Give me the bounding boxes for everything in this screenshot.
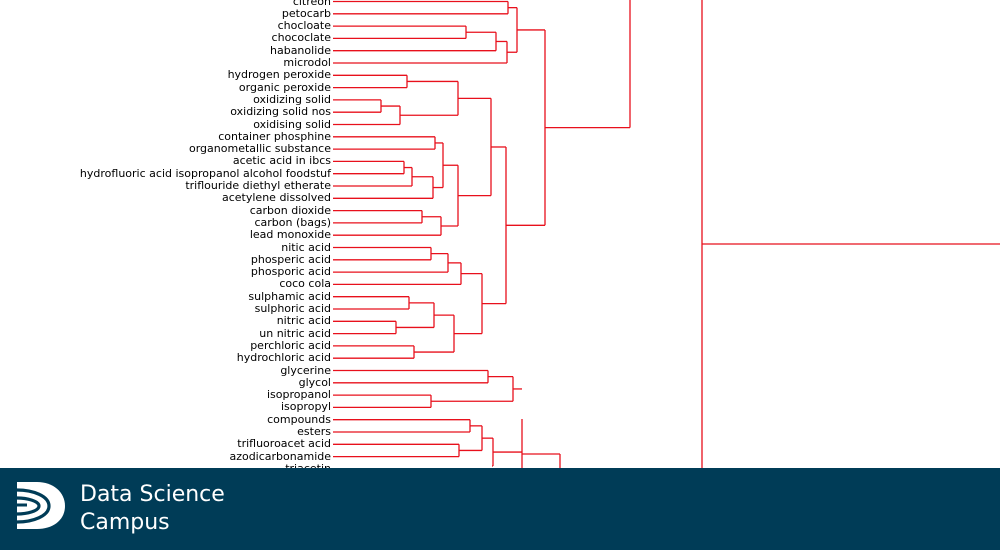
- leaf-label: hydrofluoric acid isopropanol alcohol fo…: [79, 166, 331, 180]
- leaf-labels: citreon petocarb chocloate chococlate habano…: [0, 0, 331, 468]
- leaf-label: sulphamic acid: [248, 289, 331, 303]
- leaf-label: un nitric acid: [259, 326, 331, 340]
- leaf-label: acetic acid in ibcs: [232, 154, 331, 168]
- leaf-label: oxidizing solid: [253, 92, 331, 106]
- footer-banner: [0, 468, 1000, 550]
- leaf-label: triflouride diethyl etherate: [185, 179, 331, 192]
- leaf-label: organic peroxide: [238, 80, 331, 94]
- leaf-label: isopropanol: [267, 388, 331, 402]
- dendrogram-panel: citreon petocarb chocloate chococlate habano…: [0, 0, 1000, 468]
- leaf-label: coco cola: [279, 277, 331, 291]
- leaf-label: nitic acid: [281, 240, 331, 254]
- leaf-label: triacetin: [285, 462, 331, 468]
- leaf-label: carbon (bags): [254, 215, 331, 229]
- leaf-label: habanolide: [270, 43, 331, 57]
- brand-name-line-1: Data Science: [80, 482, 225, 507]
- leaf-label: acetylene dissolved: [222, 191, 331, 205]
- leaf-label: perchloric acid: [250, 338, 331, 352]
- leaf-label: microdol: [283, 56, 331, 69]
- leaf-label: chococlate: [271, 31, 331, 45]
- leaf-label: oxidising solid: [253, 117, 331, 131]
- leaf-label: citreon: [292, 0, 331, 8]
- leaf-label: nitric acid: [276, 314, 331, 328]
- dendrogram-tree: [333, 0, 1000, 468]
- leaf-label: esters: [297, 425, 331, 438]
- leaf-label: organometallic substance: [189, 142, 331, 156]
- leaf-label: phosperic acid: [250, 252, 331, 266]
- leaf-label: oxidizing solid nos: [230, 105, 331, 119]
- leaf-label: compounds: [267, 412, 331, 426]
- leaf-label: sulphoric acid: [254, 302, 331, 315]
- leaf-label: phosporic acid: [250, 265, 331, 279]
- leaf-label: glycol: [298, 375, 331, 389]
- brand-name-line-2: Campus: [80, 510, 170, 535]
- data-science-campus-logo-icon: [15, 479, 67, 531]
- leaf-label: lead monoxide: [249, 228, 331, 242]
- leaf-label: petocarb: [281, 6, 331, 20]
- leaf-label: azodicarbonamide: [229, 449, 331, 463]
- leaf-label: isopropyl: [280, 400, 331, 414]
- leaf-label: hydrogen peroxide: [227, 68, 331, 82]
- leaf-label: hydrochloric acid: [236, 351, 331, 365]
- leaf-label: chocloate: [277, 19, 331, 33]
- leaf-label: carbon dioxide: [249, 203, 331, 217]
- leaf-label: trifluoroacet acid: [237, 437, 331, 451]
- leaf-label: glycerine: [280, 363, 331, 377]
- leaf-label: container phosphine: [218, 129, 331, 143]
